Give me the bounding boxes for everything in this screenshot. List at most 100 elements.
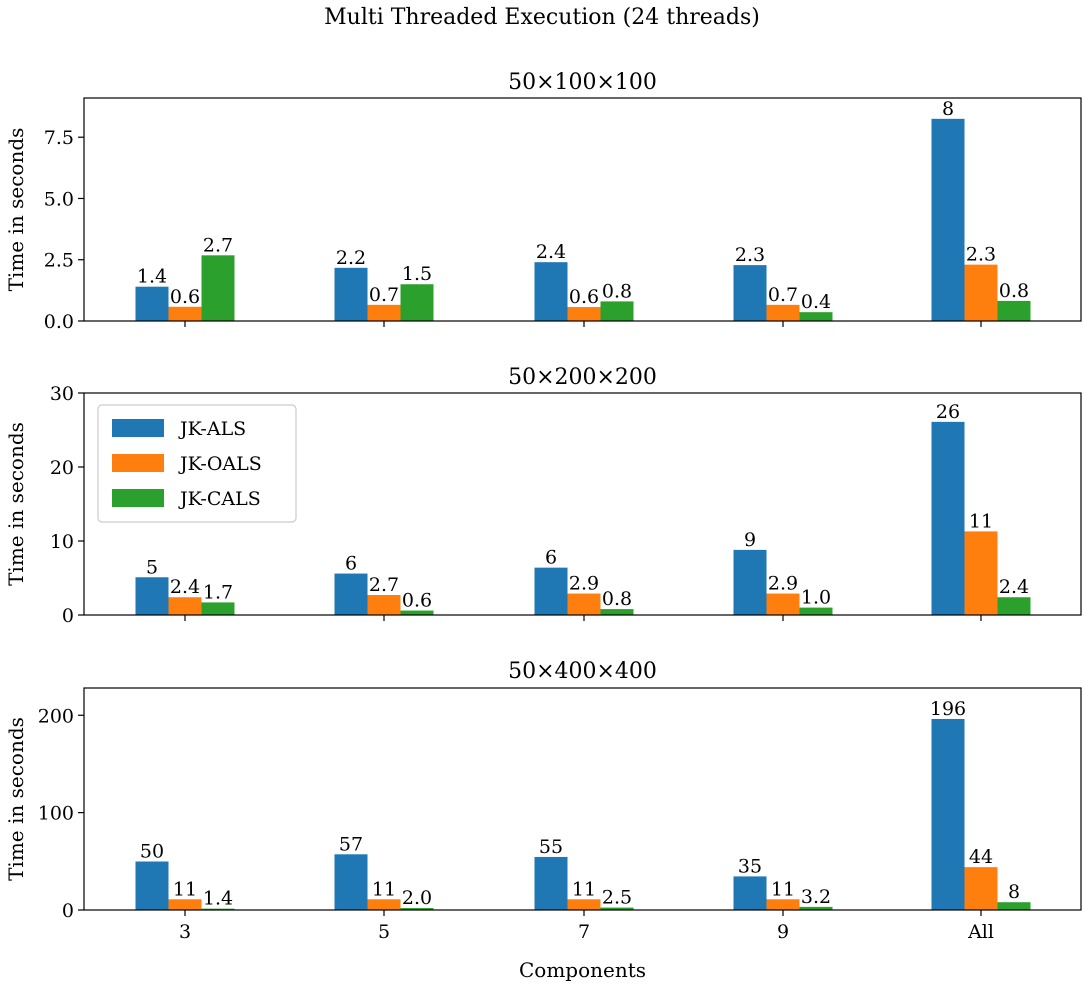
data-label: 1.0 [801,587,831,609]
axes-frame [83,97,1082,322]
x-tick-label: 3 [179,921,191,943]
y-tick-label: 20 [50,457,74,479]
bar-jk-oals-7 [567,593,601,615]
y-tick-label: 30 [50,383,74,405]
bar-jk-cals-5 [400,610,434,615]
data-label: 11 [372,878,396,900]
data-label: 0.8 [602,588,632,610]
bar-jk-als-9 [733,549,767,615]
data-label: 2.3 [735,244,765,266]
data-label: 1.4 [203,888,233,910]
data-label: 55 [539,836,563,858]
bar-jk-oals-all [964,264,998,321]
bar-jk-als-7 [534,567,568,615]
bar-jk-als-5 [334,267,368,321]
bar-jk-cals-5 [400,908,434,910]
data-label: 2.4 [536,241,566,263]
x-tick-label: All [967,921,994,943]
y-axis-label: Time in seconds [4,422,28,586]
y-tick-label: 0.0 [44,311,74,333]
bar-jk-cals-9 [799,906,833,910]
legend-label: JK-ALS [178,418,246,440]
bar-jk-als-3 [135,861,169,910]
y-tick-label: 10 [50,531,74,553]
bar-jk-als-5 [334,573,368,615]
data-label: 2.2 [336,247,366,269]
bar-jk-als-9 [733,265,767,321]
data-label: 2.5 [602,887,632,909]
data-label: 11 [572,878,596,900]
data-label: 44 [969,846,993,868]
data-label: 8 [942,98,954,120]
bar-jk-oals-9 [766,899,800,910]
bar-jk-cals-7 [600,907,634,910]
bar-jk-cals-3 [201,908,235,910]
data-label: 11 [771,878,795,900]
data-label: 5 [146,556,158,578]
bar-jk-cals-all [997,300,1031,321]
legend-swatch-jk-oals [112,454,164,472]
data-label: 1.5 [402,263,432,285]
bar-jk-als-7 [534,856,568,910]
bar-jk-als-3 [135,577,169,615]
data-label: 2.9 [569,573,599,595]
data-label: 35 [738,855,762,877]
subplot-2: 50×200×200 5 6 6 9 26 2.4 2.7 2.9 2.9 11 1.7 0.6 0.8 1… [4,365,1082,627]
y-axis-label: Time in seconds [4,717,28,881]
data-label: 0.7 [768,284,798,306]
data-label: 6 [545,547,557,569]
subplot-title: 50×100×100 [508,70,657,95]
data-label: 2.7 [203,234,233,256]
axes-frame [83,392,1082,616]
data-label: 1.7 [203,581,233,603]
y-tick-label: 100 [38,803,74,825]
x-axis-label: Components [519,958,646,982]
data-label: 2.4 [999,576,1029,598]
y-axis-label: Time in seconds [4,128,28,292]
y-tick-label: 7.5 [44,127,74,149]
subplot-title: 50×200×200 [508,365,657,390]
bar-jk-cals-7 [600,301,634,321]
bar-jk-oals-3 [168,899,202,910]
bar-jk-als-3 [135,286,169,321]
bar-jk-als-9 [733,876,767,910]
data-label: 2.9 [768,573,798,595]
bar-jk-als-all [931,421,965,615]
bar-jk-oals-3 [168,306,202,321]
data-label: 2.0 [402,887,432,909]
y-tick-label: 0 [62,900,74,922]
legend-label: JK-OALS [178,453,262,475]
data-label: 2.3 [966,244,996,266]
data-label: 8 [1008,881,1020,903]
data-label: 0.8 [602,280,632,302]
bar-jk-oals-5 [367,595,401,615]
bar-jk-oals-7 [567,307,601,321]
bar-jk-oals-all [964,531,998,615]
bar-jk-cals-all [997,597,1031,615]
x-tick-label: 5 [378,921,390,943]
data-label: 57 [339,833,363,855]
y-tick-label: 2.5 [44,250,74,272]
data-label: 196 [930,698,966,720]
data-label: 1.4 [137,266,167,288]
data-label: 0.6 [170,286,200,308]
data-label: 3.2 [801,886,831,908]
bar-jk-cals-3 [201,602,235,615]
bar-jk-cals-7 [600,609,634,615]
subplot-title: 50×400×400 [508,659,657,684]
bar-jk-oals-7 [567,899,601,910]
data-label: 0.6 [569,286,599,308]
bar-jk-oals-5 [367,899,401,910]
data-label: 0.7 [369,284,399,306]
legend-swatch-jk-cals [112,489,164,507]
data-label: 0.8 [999,280,1029,302]
data-label: 6 [345,553,357,575]
y-tick-label: 0 [62,605,74,627]
y-tick-label: 200 [38,705,74,727]
data-label: 2.7 [369,574,399,596]
bar-jk-cals-5 [400,284,434,321]
